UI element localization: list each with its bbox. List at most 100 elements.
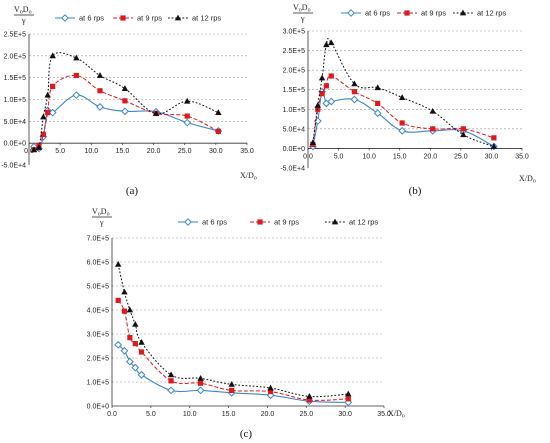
data-point [114, 340, 123, 349]
y-tick-label: 2.5E+5 [283, 48, 305, 55]
x-tick-label: 35.0 [240, 148, 254, 155]
legend-marker [331, 218, 339, 225]
y-tick-label: 5.0E+4 [283, 126, 305, 133]
series-line [312, 75, 495, 145]
data-point [319, 91, 325, 97]
data-point [309, 139, 317, 145]
data-point [49, 52, 56, 59]
series-at-9-rps [310, 73, 497, 148]
series-line [312, 38, 495, 147]
data-point [328, 73, 334, 79]
y-tick-label: 6.0E+5 [87, 260, 109, 267]
data-point [429, 107, 436, 114]
series-at-12-rps [309, 38, 498, 149]
legend-marker [120, 15, 126, 21]
panel-caption: (c) [240, 428, 253, 440]
x-axis-label: X/Do [240, 171, 257, 182]
data-point [306, 393, 313, 399]
x-tick-label: 10.0 [183, 411, 197, 418]
x-tick-label: 15.0 [393, 153, 407, 160]
y-axis-label-numerator: VoDo [92, 207, 110, 218]
data-point [126, 306, 134, 313]
data-point [345, 390, 352, 397]
data-point [323, 83, 329, 89]
x-tick-label: 0.0 [303, 153, 313, 160]
data-point [351, 80, 358, 87]
data-point [40, 113, 47, 120]
data-point [30, 146, 38, 153]
data-point [73, 54, 80, 61]
data-point [490, 143, 498, 149]
y-tick-label: -5.0E+4 [280, 166, 305, 173]
data-point [399, 120, 405, 126]
data-point [138, 349, 145, 355]
data-point [132, 341, 138, 347]
legend-marker [459, 9, 467, 16]
data-point [267, 384, 274, 391]
series-at-12-rps [30, 52, 222, 153]
y-axis-label-denominator: γ [99, 218, 104, 227]
data-point [121, 308, 128, 314]
y-tick-label: 2.0E+5 [4, 53, 26, 60]
data-point [327, 97, 336, 106]
data-point [73, 72, 79, 79]
y-axis-label-denominator: γ [300, 14, 305, 23]
y-tick-label: 0.0E+0 [283, 146, 305, 153]
x-tick-label: 15.0 [116, 148, 130, 155]
legend-marker [61, 14, 69, 22]
data-point [398, 126, 407, 135]
legend-marker [257, 219, 263, 225]
data-point [50, 83, 56, 89]
data-point [351, 89, 358, 95]
series-at-9-rps [115, 297, 351, 403]
data-point [350, 95, 359, 104]
series-line [117, 264, 349, 398]
series-at-6-rps [114, 340, 353, 407]
data-point [44, 91, 51, 98]
data-point [131, 363, 140, 372]
data-point [315, 106, 321, 112]
x-tick-label: 0.0 [24, 148, 34, 155]
data-point [184, 113, 190, 119]
chart-panel-c: 0.0E+0 1.0E+5 2.0E+5 3.0E+5 4.0E+5 5.0E+5 6.0E… [87, 207, 405, 440]
legend-marker [347, 9, 355, 17]
y-tick-label: 7.0E+5 [87, 236, 109, 243]
y-tick-label: 1.0E+5 [283, 107, 305, 114]
data-point [314, 101, 321, 108]
data-point [197, 375, 204, 381]
chart-panel-b: -5.0E+4 0.0E+0 5.0E+4 1.0E+5 1.5E+5 2.0E+5 2.5… [280, 3, 536, 197]
data-point [345, 396, 351, 402]
data-point [125, 357, 134, 366]
data-point [373, 109, 382, 118]
x-tick-label: 20.0 [261, 411, 275, 418]
data-point [183, 118, 192, 127]
legend-label: at 9 rps [421, 9, 446, 18]
legend-label: at 12 rps [477, 9, 506, 18]
x-tick-label: 5.0 [334, 153, 344, 160]
y-tick-label: 3.0E+5 [283, 29, 305, 36]
y-tick-label: 5.0E+5 [87, 284, 109, 291]
y-tick-label: 0.0E+0 [87, 404, 109, 411]
panel-caption: (a) [126, 185, 139, 197]
data-point [491, 135, 497, 141]
y-axis-label-numerator: VoDo [293, 3, 311, 14]
x-tick-label: 30.0 [485, 153, 499, 160]
x-tick-label: 30.0 [209, 148, 223, 155]
legend-marker [184, 218, 192, 226]
data-point [374, 84, 381, 91]
y-tick-label: 2.5E+5 [4, 32, 26, 39]
data-point [460, 131, 467, 138]
y-axis-label-denominator: γ [21, 16, 26, 25]
data-point [48, 108, 57, 117]
y-tick-label: 1.5E+5 [4, 75, 26, 82]
data-point [167, 386, 175, 395]
data-point [45, 110, 51, 116]
x-axis-label: X/Do [519, 174, 536, 185]
data-point [120, 346, 129, 355]
x-tick-label: 0.0 [107, 411, 117, 418]
data-point [96, 72, 104, 78]
data-point [121, 288, 128, 295]
x-axis-label: X/Do [388, 409, 405, 420]
data-point [115, 297, 121, 303]
data-point [229, 387, 235, 393]
